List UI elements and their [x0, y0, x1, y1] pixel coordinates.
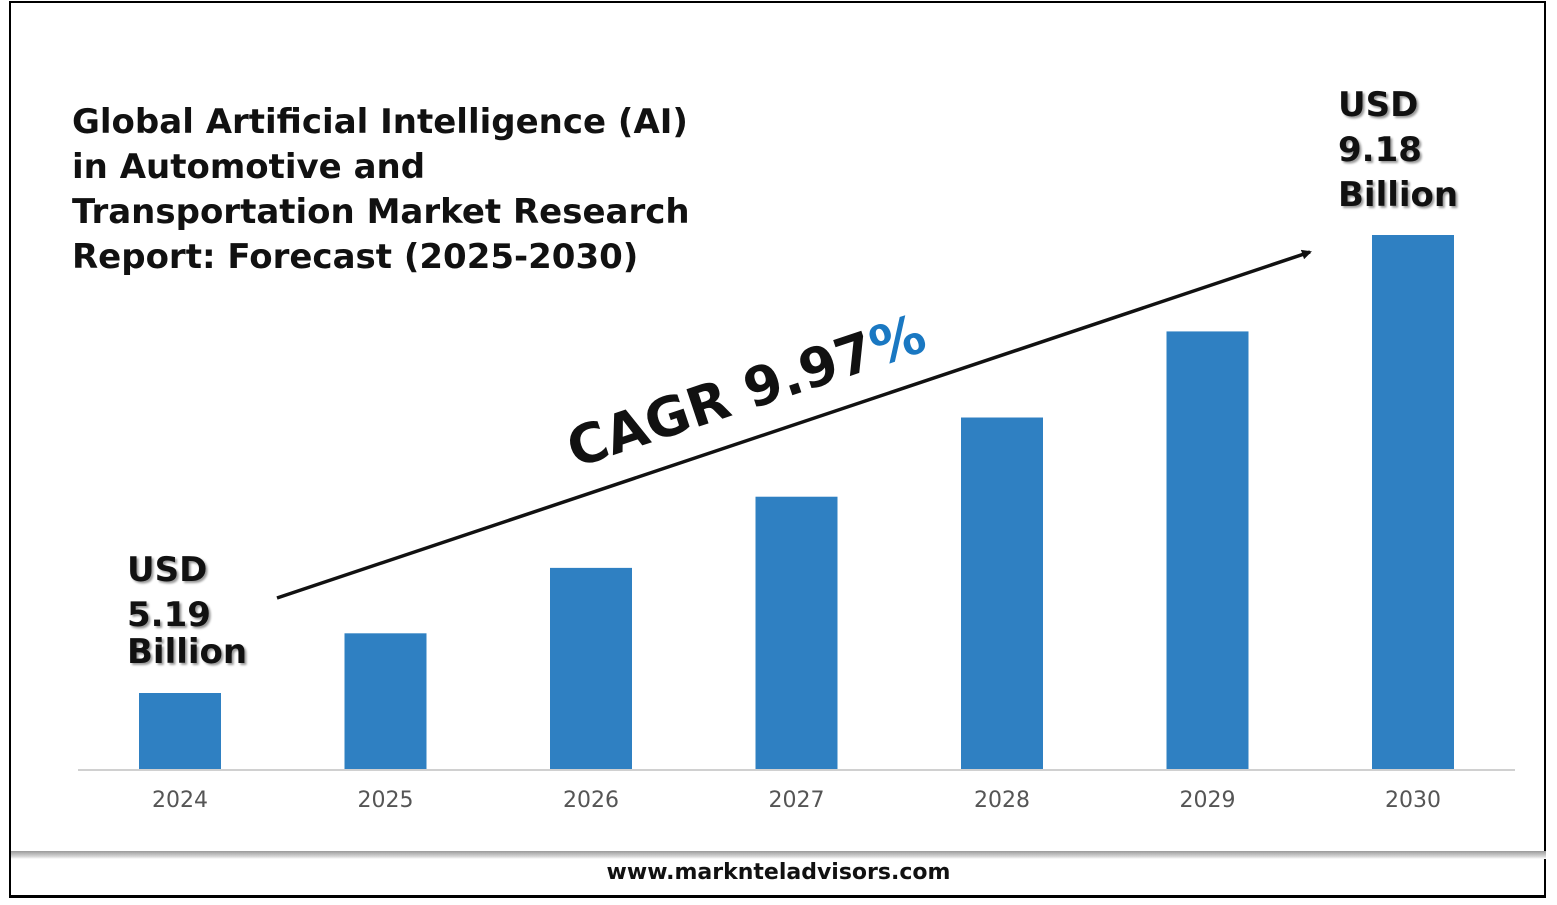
bar-2028	[961, 417, 1043, 769]
footer-website: www.marknteladvisors.com	[606, 860, 951, 885]
cagr-label: CAGR 9.97%	[559, 302, 933, 480]
cagr-value: CAGR 9.97	[559, 319, 882, 480]
bar-2027	[755, 496, 838, 769]
x-tick-label: 2029	[1180, 788, 1236, 813]
chart-title: Global Artificial Intelligence (AI) in A…	[72, 102, 690, 277]
x-tick-label: 2024	[152, 788, 208, 813]
footer-divider	[11, 851, 1546, 859]
bar-2024	[139, 693, 221, 769]
end-value-label: USD 9.18 Billion	[1338, 83, 1458, 218]
start-label-unit: Billion	[127, 632, 248, 672]
x-tick-label: 2026	[563, 788, 619, 813]
end-label-value: 9.18	[1338, 130, 1422, 170]
bar-2029	[1166, 331, 1249, 769]
start-label-currency: USD	[127, 550, 208, 590]
end-label-unit: Billion	[1338, 175, 1459, 215]
start-value-label: USD 5.19 Billion	[127, 548, 247, 675]
bar-2026	[550, 567, 632, 769]
x-tick-label: 2030	[1385, 788, 1441, 813]
x-tick-label: 2028	[974, 788, 1030, 813]
end-label-currency: USD	[1338, 85, 1419, 125]
x-tick-label: 2025	[358, 788, 414, 813]
cagr-arrow	[276, 249, 1312, 600]
start-label-value: 5.19	[127, 595, 211, 635]
x-tick-label: 2027	[769, 788, 825, 813]
bar-2025	[344, 633, 427, 769]
bar-2030	[1372, 235, 1454, 769]
